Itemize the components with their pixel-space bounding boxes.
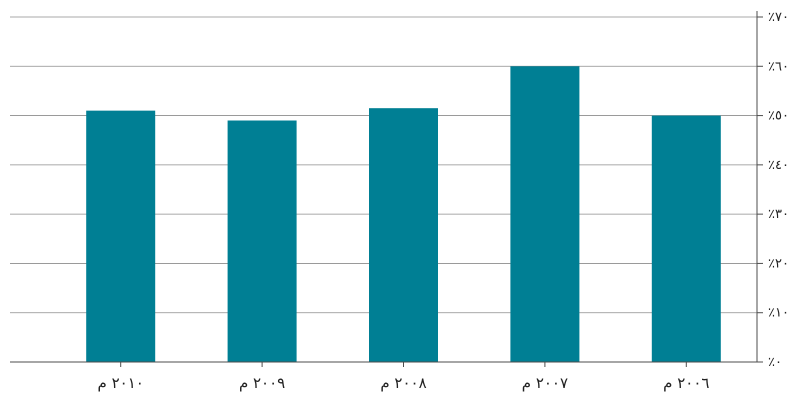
x-tick-label: ٢٠٠٩ م [239,374,285,392]
y-tick-label: ٪٧٠ [768,10,789,25]
bar [510,66,580,363]
y-tick-label: ٪٤٠ [768,158,789,173]
y-tick-label: ٪٢٠ [768,256,789,271]
y-tick-label: ٪٦٠ [768,59,789,74]
y-tick-label: ٪١٠ [768,306,789,321]
bar [369,108,438,362]
y-tick-label: ٪٠ [768,355,782,370]
bar [227,120,297,362]
axes [10,11,763,367]
x-tick-label: ٢٠٠٨ م [380,374,426,392]
x-tick-label: ٢٠١٠ م [98,374,144,392]
y-tick-label: ٪٣٠ [768,207,789,222]
x-tick-label: ٢٠٠٦ م [663,374,709,392]
bar [86,110,156,363]
y-tick-label: ٪٥٠ [768,109,789,124]
bar [651,115,721,362]
bars [86,66,721,363]
tick-labels: ٪٠ ٪١٠ ٪٢٠ ٪٣٠ ٪٤٠ ٪٥٠ ٪٦٠ ٪٧٠ ٢٠١٠ م ٢٠٠٩ م ٢٠٠٨ … [98,10,789,392]
x-tick-label: ٢٠٠٧ م [522,374,568,392]
